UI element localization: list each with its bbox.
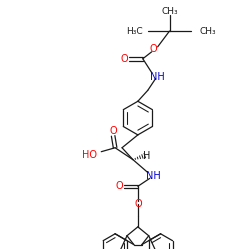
Text: O: O [150, 44, 158, 54]
Text: CH₃: CH₃ [199, 26, 216, 36]
Text: H: H [143, 151, 150, 161]
Text: O: O [115, 181, 123, 191]
Text: O: O [120, 54, 128, 64]
Text: O: O [109, 126, 117, 136]
Text: NH: NH [146, 172, 161, 181]
Text: H₃C: H₃C [126, 26, 143, 36]
Text: CH₃: CH₃ [161, 7, 178, 16]
Text: O: O [134, 199, 142, 209]
Text: HO: HO [82, 150, 97, 160]
Text: NH: NH [150, 72, 165, 82]
